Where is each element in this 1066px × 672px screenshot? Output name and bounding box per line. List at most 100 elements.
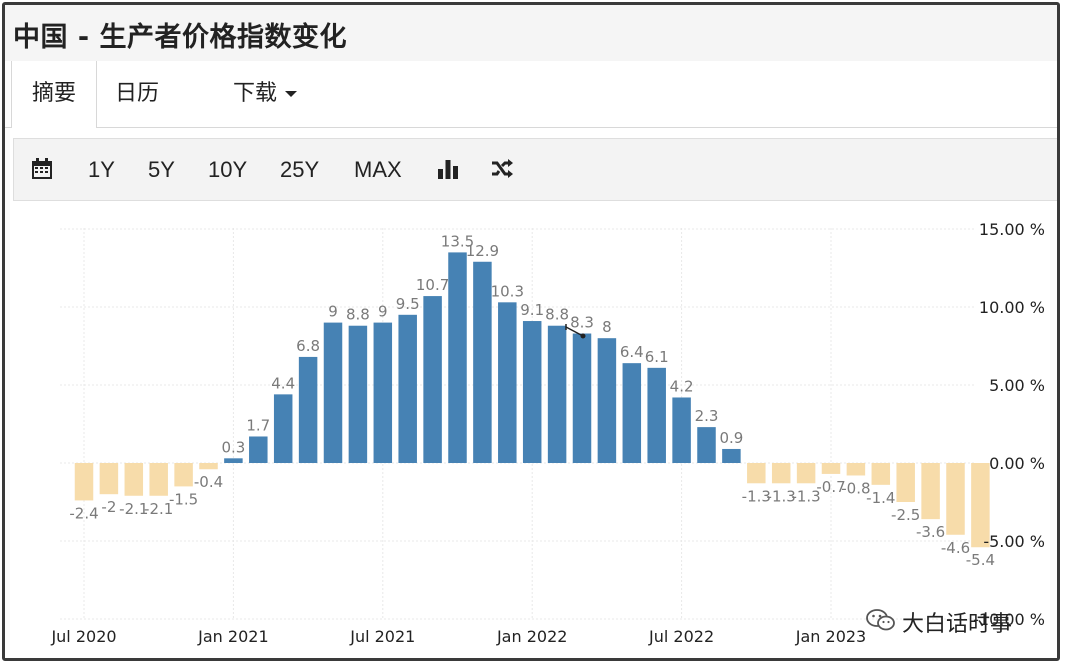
data-label: 4.2 — [670, 377, 694, 395]
bar — [498, 302, 517, 463]
data-label: 10.7 — [416, 276, 449, 294]
bar — [99, 463, 119, 495]
bar — [224, 458, 243, 463]
bar — [921, 463, 940, 520]
data-label: 10.3 — [491, 282, 524, 300]
wechat-icon — [866, 609, 895, 631]
bar-chart-icon[interactable] — [436, 157, 460, 181]
data-label: -1.3 — [767, 487, 796, 505]
bar — [298, 356, 318, 463]
tab-download-label: 下载 — [233, 81, 278, 106]
data-label: -1.3 — [791, 487, 820, 505]
bar — [124, 463, 144, 496]
calendar-icon[interactable] — [30, 157, 54, 181]
y-tick-label: 0.00 % — [989, 454, 1045, 473]
bar — [971, 463, 990, 548]
bar — [448, 252, 467, 463]
data-label: -1.4 — [866, 489, 895, 507]
data-label: 4.4 — [271, 374, 295, 392]
bar — [622, 363, 642, 463]
data-label: -2.4 — [69, 504, 98, 522]
y-axis-ticks: 15.00 % 10.00 % 5.00 % 0.00 % -5.00 % -10.00 … — [973, 220, 1045, 629]
bar — [597, 338, 617, 463]
x-tick-label: Jan 2022 — [496, 627, 567, 646]
x-axis-ticks: Jul 2020 Jan 2021 Jul 2021 Jan 2022 Jul 2022… — [50, 627, 866, 646]
y-tick-label: 10.00 % — [979, 298, 1045, 317]
chart-frame: 中国 - 生产者价格指数变化 摘要 日历 下载 1Y 5Y 10Y 25Y MA… — [2, 2, 1060, 661]
tab-bar: 摘要 日历 下载 — [5, 61, 1057, 128]
tab-summary[interactable]: 摘要 — [11, 61, 97, 128]
range-5y-button[interactable]: 5Y — [148, 157, 175, 182]
data-label: -2.1 — [119, 500, 148, 518]
data-label: 9 — [328, 303, 338, 321]
data-label: -2.5 — [891, 506, 920, 524]
data-label: 6.4 — [620, 343, 644, 361]
tab-calendar-label: 日历 — [115, 81, 160, 106]
range-25y-button[interactable]: 25Y — [280, 157, 320, 182]
data-label: 1.7 — [246, 416, 270, 434]
watermark-text: 大白话时事 — [902, 612, 1013, 637]
bar — [174, 463, 193, 487]
y-tick-label: 15.00 % — [979, 220, 1045, 239]
bar — [373, 322, 393, 463]
vertical-gridlines — [83, 228, 832, 619]
data-label: 9.1 — [520, 301, 544, 319]
tab-download[interactable]: 下载 — [233, 61, 298, 127]
data-label: -0.8 — [841, 479, 870, 497]
bar — [249, 436, 268, 463]
bar — [572, 333, 592, 463]
range-1y-button[interactable]: 1Y — [88, 157, 115, 182]
bars — [74, 252, 990, 548]
bar — [473, 261, 492, 463]
data-label: 0.9 — [719, 429, 743, 447]
bar — [821, 463, 841, 474]
data-label: 8.8 — [346, 306, 370, 324]
x-tick-label: Jan 2023 — [795, 627, 866, 646]
bar — [871, 463, 891, 485]
bar — [423, 296, 442, 463]
shuffle-icon[interactable] — [490, 157, 514, 181]
bar — [199, 463, 218, 470]
bar — [522, 321, 542, 463]
data-label: -0.7 — [816, 478, 845, 496]
bar — [846, 463, 866, 476]
data-label: 2.3 — [695, 407, 719, 425]
y-tick-label: -10.00 % — [973, 610, 1045, 629]
hover-marker — [565, 324, 586, 339]
data-label: 8 — [602, 318, 612, 336]
data-label: -2.1 — [144, 500, 173, 518]
bar — [747, 463, 766, 484]
data-label: 12.9 — [466, 242, 499, 260]
bar — [771, 463, 791, 484]
range-max-button[interactable]: MAX — [354, 157, 402, 182]
bar — [323, 322, 343, 463]
bar — [398, 314, 417, 463]
data-label: -0.4 — [194, 473, 223, 491]
tab-calendar[interactable]: 日历 — [115, 61, 159, 127]
data-label: -4.6 — [941, 539, 970, 557]
bar — [74, 463, 94, 501]
bar — [647, 367, 666, 463]
bar — [722, 448, 741, 463]
data-label: 6.1 — [645, 348, 669, 366]
data-label: -1.3 — [742, 487, 771, 505]
x-tick-label: Jul 2020 — [50, 627, 116, 646]
x-tick-label: Jan 2021 — [197, 627, 268, 646]
bar — [348, 325, 368, 463]
bar — [796, 463, 816, 484]
caret-down-icon — [285, 91, 298, 97]
data-label: -2 — [101, 498, 116, 516]
tab-summary-label: 摘要 — [31, 81, 76, 106]
data-label: 0.3 — [221, 438, 245, 456]
bar — [896, 463, 915, 502]
data-label: 6.8 — [296, 337, 320, 355]
range-10y-button[interactable]: 10Y — [208, 157, 248, 182]
bar — [547, 325, 567, 463]
data-label: 8.3 — [570, 314, 594, 332]
bar — [697, 427, 716, 463]
bar — [946, 463, 965, 535]
y-tick-label: 5.00 % — [989, 376, 1045, 395]
data-label: 9 — [378, 303, 388, 321]
title-bar: 中国 - 生产者价格指数变化 — [5, 5, 1057, 62]
